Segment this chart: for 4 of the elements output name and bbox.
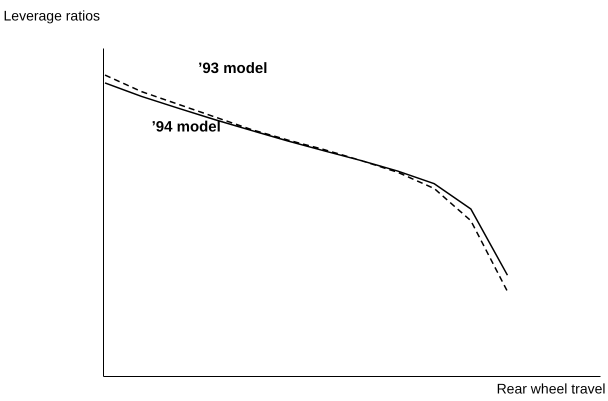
y-axis-title: Leverage ratios (4, 8, 100, 24)
series-label: ’94 model (152, 118, 221, 136)
x-axis-title: Rear wheel travel (496, 380, 606, 396)
text: ’93 model (198, 60, 268, 78)
